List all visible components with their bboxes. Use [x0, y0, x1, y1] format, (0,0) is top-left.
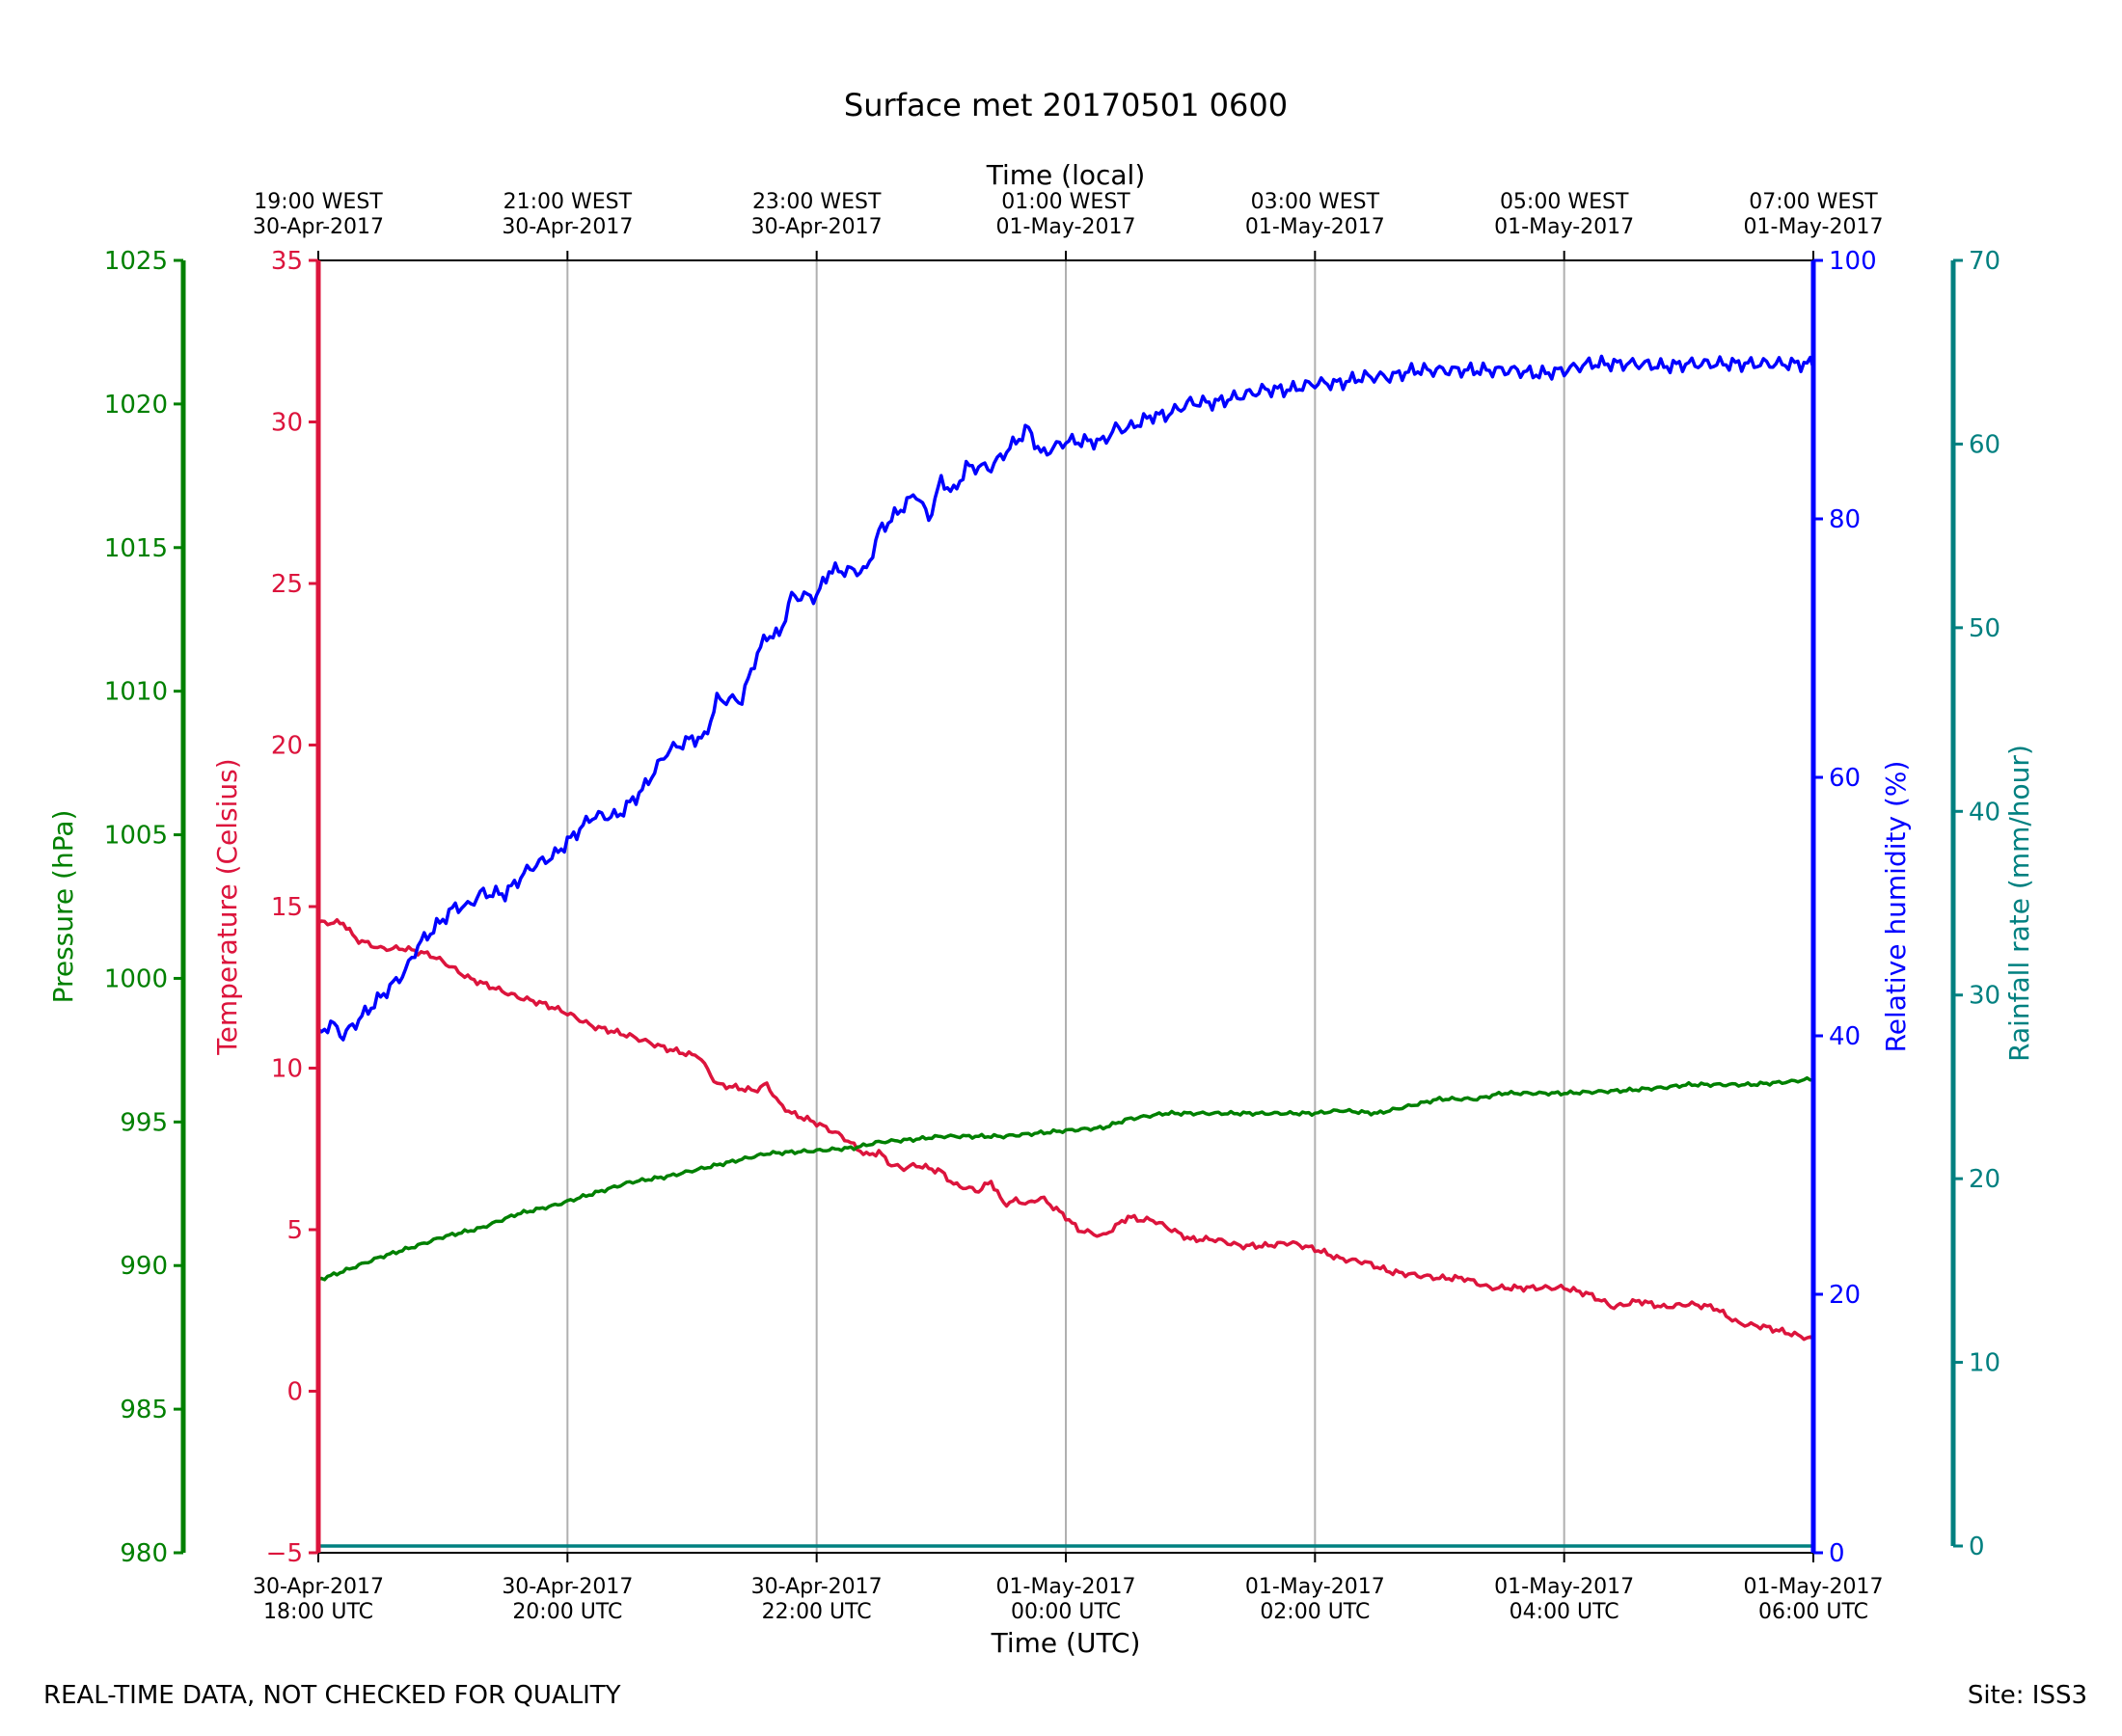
x-bottom-tick-label-date: 01-May-2017: [1245, 1575, 1385, 1599]
x-top-tick-label-date: 01-May-2017: [1494, 215, 1634, 239]
humidity-axis-tick-label: 20: [1829, 1281, 1861, 1310]
humidity-axis-tick-label: 80: [1829, 505, 1861, 534]
x-bottom-tick-label-time: 18:00 UTC: [263, 1600, 373, 1624]
temperature-axis-tick-label: 30: [271, 409, 303, 438]
rainfall-axis-tick-label: 20: [1969, 1165, 2000, 1194]
humidity-axis-tick-label: 100: [1829, 247, 1877, 276]
pressure-axis-tick-label: 1005: [104, 822, 168, 851]
rainfall-axis-tick-label: 40: [1969, 798, 2000, 827]
x-bottom-tick-label-date: 30-Apr-2017: [502, 1575, 633, 1599]
pressure-axis-tick-label: 1000: [104, 964, 168, 993]
rainfall-axis-tick-label: 50: [1969, 614, 2000, 643]
rainfall-axis-label: Rainfall rate (mm/hour): [2003, 745, 2035, 1062]
pressure-axis-tick-label: 980: [120, 1539, 168, 1568]
gridlines: [566, 260, 1565, 1553]
x-top-tick-label-time: 19:00 WEST: [254, 190, 383, 214]
x-bottom-tick-label-time: 04:00 UTC: [1510, 1600, 1619, 1624]
x-top-tick-label-time: 23:00 WEST: [752, 190, 882, 214]
x-top-tick-label-date: 30-Apr-2017: [751, 215, 883, 239]
site-label: Site: ISS3: [1967, 1681, 2087, 1710]
x-bottom-tick-label-time: 00:00 UTC: [1011, 1600, 1121, 1624]
x-top-tick-label-time: 07:00 WEST: [1749, 190, 1878, 214]
quality-disclaimer: REAL-TIME DATA, NOT CHECKED FOR QUALITY: [43, 1681, 621, 1710]
pressure-axis-tick-label: 990: [120, 1252, 168, 1281]
x-top-tick-label-time: 01:00 WEST: [1001, 190, 1130, 214]
x-top-tick-label-date: 30-Apr-2017: [502, 215, 633, 239]
x-top-tick-label-date: 30-Apr-2017: [253, 215, 384, 239]
x-bottom-tick-label-date: 01-May-2017: [1744, 1575, 1884, 1599]
humidity-series-line: [316, 354, 1815, 1042]
pressure-axis-tick-label: 995: [120, 1108, 168, 1137]
humidity-axis-label: Relative humidity (%): [1880, 761, 1912, 1053]
pressure-axis-tick-label: 1020: [104, 391, 168, 420]
temperature-axis-tick-label: −5: [266, 1539, 303, 1568]
temperature-axis-tick-label: 20: [271, 732, 303, 761]
x-bottom-tick-label-date: 30-Apr-2017: [253, 1575, 384, 1599]
bottom-axis-label: Time (UTC): [991, 1627, 1141, 1659]
x-top-tick-label-time: 03:00 WEST: [1251, 190, 1380, 214]
x-bottom-tick-label-date: 01-May-2017: [996, 1575, 1136, 1599]
rainfall-axis-tick-label: 30: [1969, 982, 2000, 1011]
x-bottom-tick-label-date: 30-Apr-2017: [751, 1575, 883, 1599]
x-top-tick-label-date: 01-May-2017: [1245, 215, 1385, 239]
x-top-tick-label-time: 05:00 WEST: [1500, 190, 1629, 214]
temperature-axis-label: Temperature (Celsius): [211, 758, 243, 1055]
humidity-axis-tick-label: 60: [1829, 764, 1861, 793]
humidity-axis-tick-label: 40: [1829, 1022, 1861, 1051]
pressure-axis-label: Pressure (hPa): [47, 810, 79, 1004]
top-axis-label: Time (local): [986, 159, 1146, 191]
rainfall-axis-tick-label: 60: [1969, 430, 2000, 459]
x-bottom-tick-label-time: 06:00 UTC: [1758, 1600, 1868, 1624]
x-top-tick-label-time: 21:00 WEST: [503, 190, 633, 214]
temperature-axis-tick-label: 25: [271, 570, 303, 599]
pressure-axis-tick-label: 1010: [104, 678, 168, 707]
series-layer: [316, 354, 1815, 1548]
x-bottom-tick-label-time: 20:00 UTC: [512, 1600, 622, 1624]
x-top-tick-label-date: 01-May-2017: [1744, 215, 1884, 239]
rainfall-axis-tick-label: 70: [1969, 247, 2000, 276]
x-top-tick-label-date: 01-May-2017: [996, 215, 1136, 239]
temperature-axis-tick-label: 10: [271, 1055, 303, 1084]
rainfall-axis-tick-label: 10: [1969, 1349, 2000, 1378]
temperature-axis-tick-label: 5: [286, 1216, 303, 1245]
pressure-series-line: [317, 1075, 1814, 1282]
temperature-series-line: [317, 917, 1814, 1342]
pressure-axis-tick-label: 985: [120, 1396, 168, 1424]
chart-title: Surface met 20170501 0600: [844, 87, 1288, 123]
x-bottom-tick-label-time: 02:00 UTC: [1260, 1600, 1370, 1624]
rainfall-axis-tick-label: 0: [1969, 1533, 1985, 1561]
temperature-axis-tick-label: 35: [271, 247, 303, 276]
temperature-axis-tick-label: 15: [271, 893, 303, 922]
temperature-axis-tick-label: 0: [286, 1378, 303, 1407]
pressure-axis-tick-label: 1025: [104, 247, 168, 276]
x-bottom-tick-label-date: 01-May-2017: [1494, 1575, 1634, 1599]
x-bottom-tick-label-time: 22:00 UTC: [762, 1600, 872, 1624]
humidity-axis-tick-label: 0: [1829, 1539, 1845, 1568]
pressure-axis-tick-label: 1015: [104, 534, 168, 563]
